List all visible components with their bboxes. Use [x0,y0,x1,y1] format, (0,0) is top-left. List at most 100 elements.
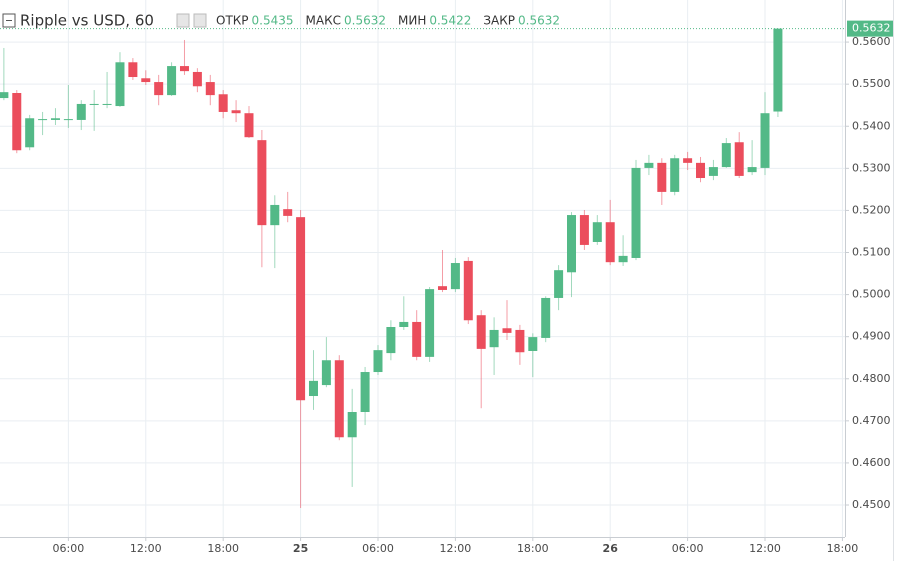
candle-body [734,142,744,176]
ohlc-value: 0.5632 [518,14,560,28]
collapse-icon[interactable] [2,13,16,28]
ohlc-label: МАКС [306,14,341,28]
x-tick-label: 06:00 [672,542,704,555]
candle-body [89,103,99,105]
ohlc-value: 0.5632 [344,14,386,28]
y-tick-label: 0.5500 [852,77,891,90]
candle-body [360,372,370,413]
grid [0,0,845,537]
ohlc-label: МИН [398,14,426,28]
x-tick-label: 06:00 [53,542,85,555]
candle-body [334,360,344,438]
candle-body [63,119,73,121]
candle-body [308,380,318,397]
candle-body [231,110,241,114]
candle-body [463,260,473,321]
candle-body [683,158,693,163]
candle-body [257,140,267,226]
y-tick-label: 0.4500 [852,498,891,511]
y-tick-label: 0.4900 [852,330,891,343]
candle-body [721,143,731,168]
chart-title: Ripple vs USD, 60 [20,12,154,30]
hide-icon[interactable] [193,13,207,28]
ohlc-label: ОТКР [216,14,249,28]
candle-body [115,62,125,107]
candle-body [450,263,460,290]
candle-body [554,270,564,298]
candle-body [592,222,602,242]
candle-body [476,315,486,349]
candle-body [192,71,202,87]
candle-body [179,66,189,72]
candle-body [567,215,577,273]
candle-body [154,82,164,96]
candle-body [386,326,396,354]
candle-body [605,222,615,263]
candle-body [25,118,35,148]
candle-body [38,119,48,121]
y-tick-label: 0.5300 [852,161,891,174]
candle-body [167,66,177,96]
candle-body [76,103,86,120]
x-tick-label: 26 [603,542,619,555]
candle-body [425,289,435,357]
y-tick-label: 0.4800 [852,372,891,385]
y-tick-label: 0.4600 [852,456,891,469]
candle-body [670,158,680,192]
candle-body [399,321,409,327]
candle-body [696,162,706,179]
candle-body [128,62,138,78]
candle-body [528,337,538,351]
x-tick-label: 18:00 [827,542,859,555]
candle-body [50,118,60,120]
x-tick-label: 12:00 [440,542,472,555]
candle-body [708,167,718,176]
y-tick-label: 0.5600 [852,35,891,48]
candle-body [515,329,525,353]
candle-body [631,167,641,258]
candle-body [102,103,112,105]
x-tick-label: 12:00 [749,542,781,555]
candle-body [489,329,499,348]
candle-body [579,215,589,245]
candle-body [218,94,228,112]
plot [0,28,783,508]
x-tick-label: 25 [293,542,308,555]
candle-body [618,255,628,263]
ohlc-value: 0.5435 [252,14,294,28]
y-tick-label: 0.4700 [852,414,891,427]
candle-body [773,28,783,112]
candle-body [347,412,357,438]
candle-body [412,321,422,357]
x-tick-label: 18:00 [517,542,549,555]
settings-icon[interactable] [176,13,190,28]
candle-body [657,162,667,192]
y-tick-label: 0.5200 [852,203,891,216]
y-tick-label: 0.5400 [852,119,891,132]
last-price-label: 0.5632 [852,22,891,35]
candle-body [141,78,151,83]
x-tick-label: 12:00 [130,542,162,555]
candle-body [205,82,215,96]
x-tick-label: 18:00 [207,542,239,555]
y-tick-label: 0.5100 [852,246,891,259]
last-price-tag [847,20,893,37]
candle-body [541,297,551,338]
candle-body [0,92,9,99]
candle-body [747,167,757,173]
y-tick-label: 0.5000 [852,288,891,301]
ohlc-label: ЗАКР [483,14,515,28]
candle-body [437,286,447,290]
candle-body [373,350,383,373]
candle-body [244,113,254,138]
candle-body [760,113,770,168]
x-tick-label: 06:00 [362,542,394,555]
candle-body [283,209,293,216]
candle-body [270,204,280,226]
candle-body [321,360,331,386]
ohlc-value: 0.5422 [429,14,471,28]
candle-body [296,217,306,401]
candle-body [502,328,512,333]
